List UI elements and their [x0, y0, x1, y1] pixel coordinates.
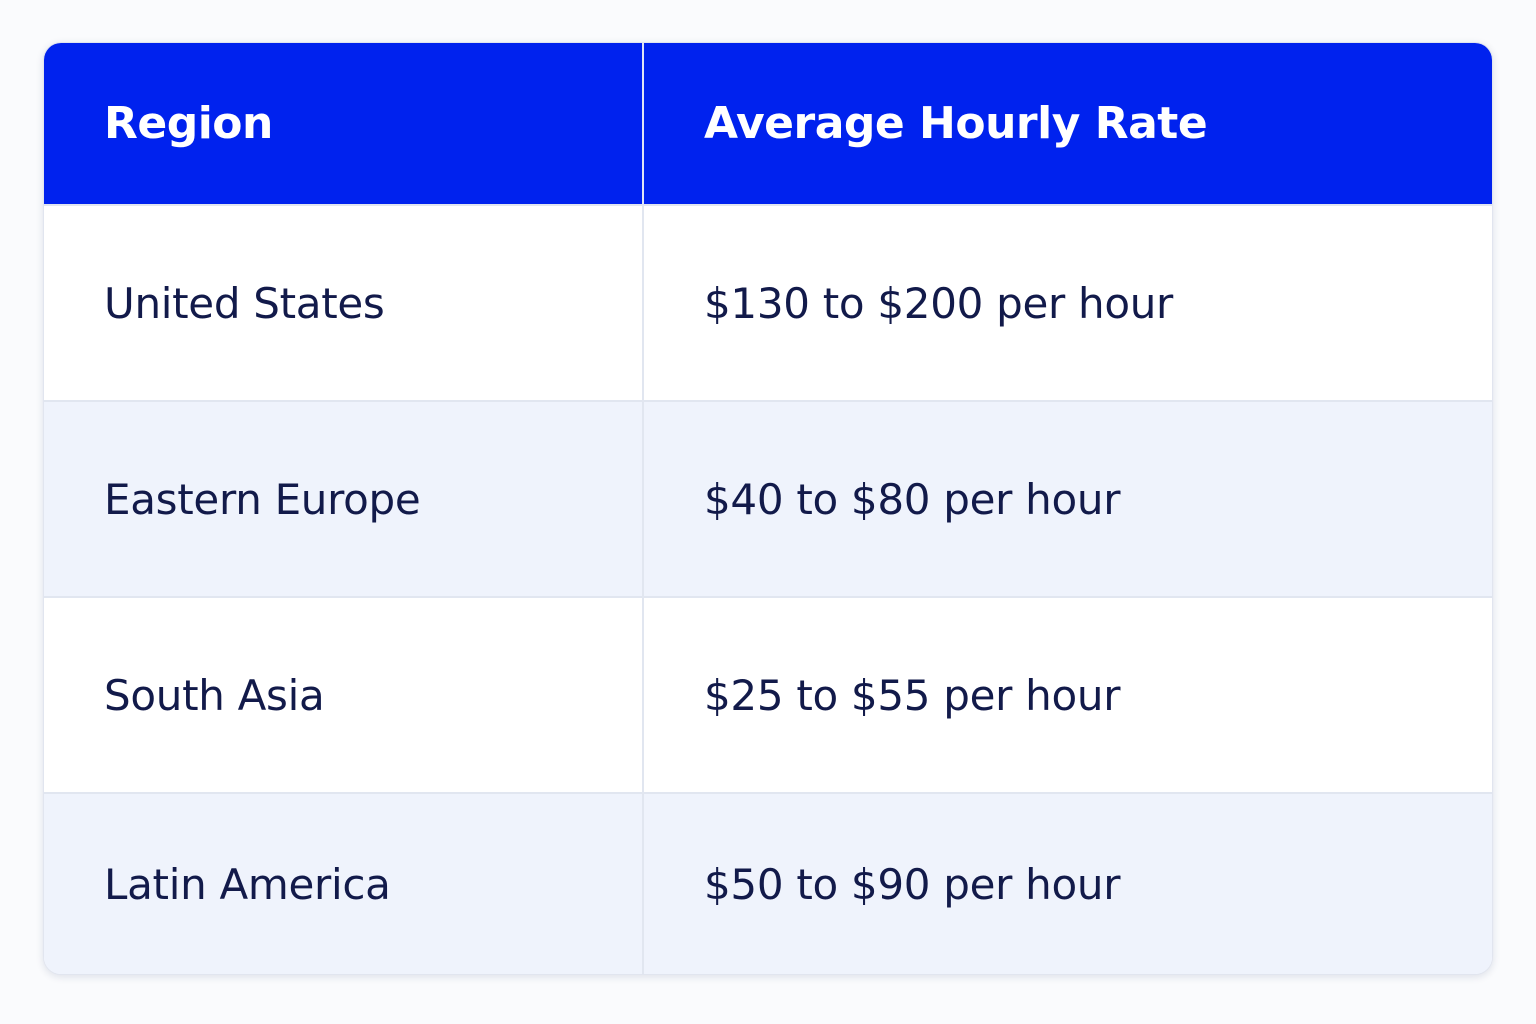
rate-cell: $40 to $80 per hour	[642, 400, 1492, 597]
rates-table: Region Average Hourly Rate United States…	[44, 43, 1492, 974]
table-row: Latin America $50 to $90 per hour	[44, 792, 1492, 974]
region-cell: United States	[44, 204, 643, 401]
rate-cell: $25 to $55 per hour	[642, 596, 1492, 793]
table-body: United States $130 to $200 per hour Easter…	[44, 204, 1492, 974]
header-cell: Average Hourly Rate	[642, 43, 1492, 205]
table-row: United States $130 to $200 per hour	[44, 204, 1492, 401]
table-card: Region Average Hourly Rate United States…	[43, 42, 1493, 975]
rate-cell: $50 to $90 per hour	[642, 792, 1492, 974]
region-cell: Eastern Europe	[44, 400, 643, 597]
rate-cell: $130 to $200 per hour	[642, 204, 1492, 401]
table-row: Eastern Europe $40 to $80 per hour	[44, 400, 1492, 597]
table-row: South Asia $25 to $55 per hour	[44, 596, 1492, 793]
header-cell: Region	[44, 43, 643, 205]
header-row: Region Average Hourly Rate	[44, 43, 1492, 205]
region-cell: Latin America	[44, 792, 643, 974]
region-cell: South Asia	[44, 596, 643, 793]
